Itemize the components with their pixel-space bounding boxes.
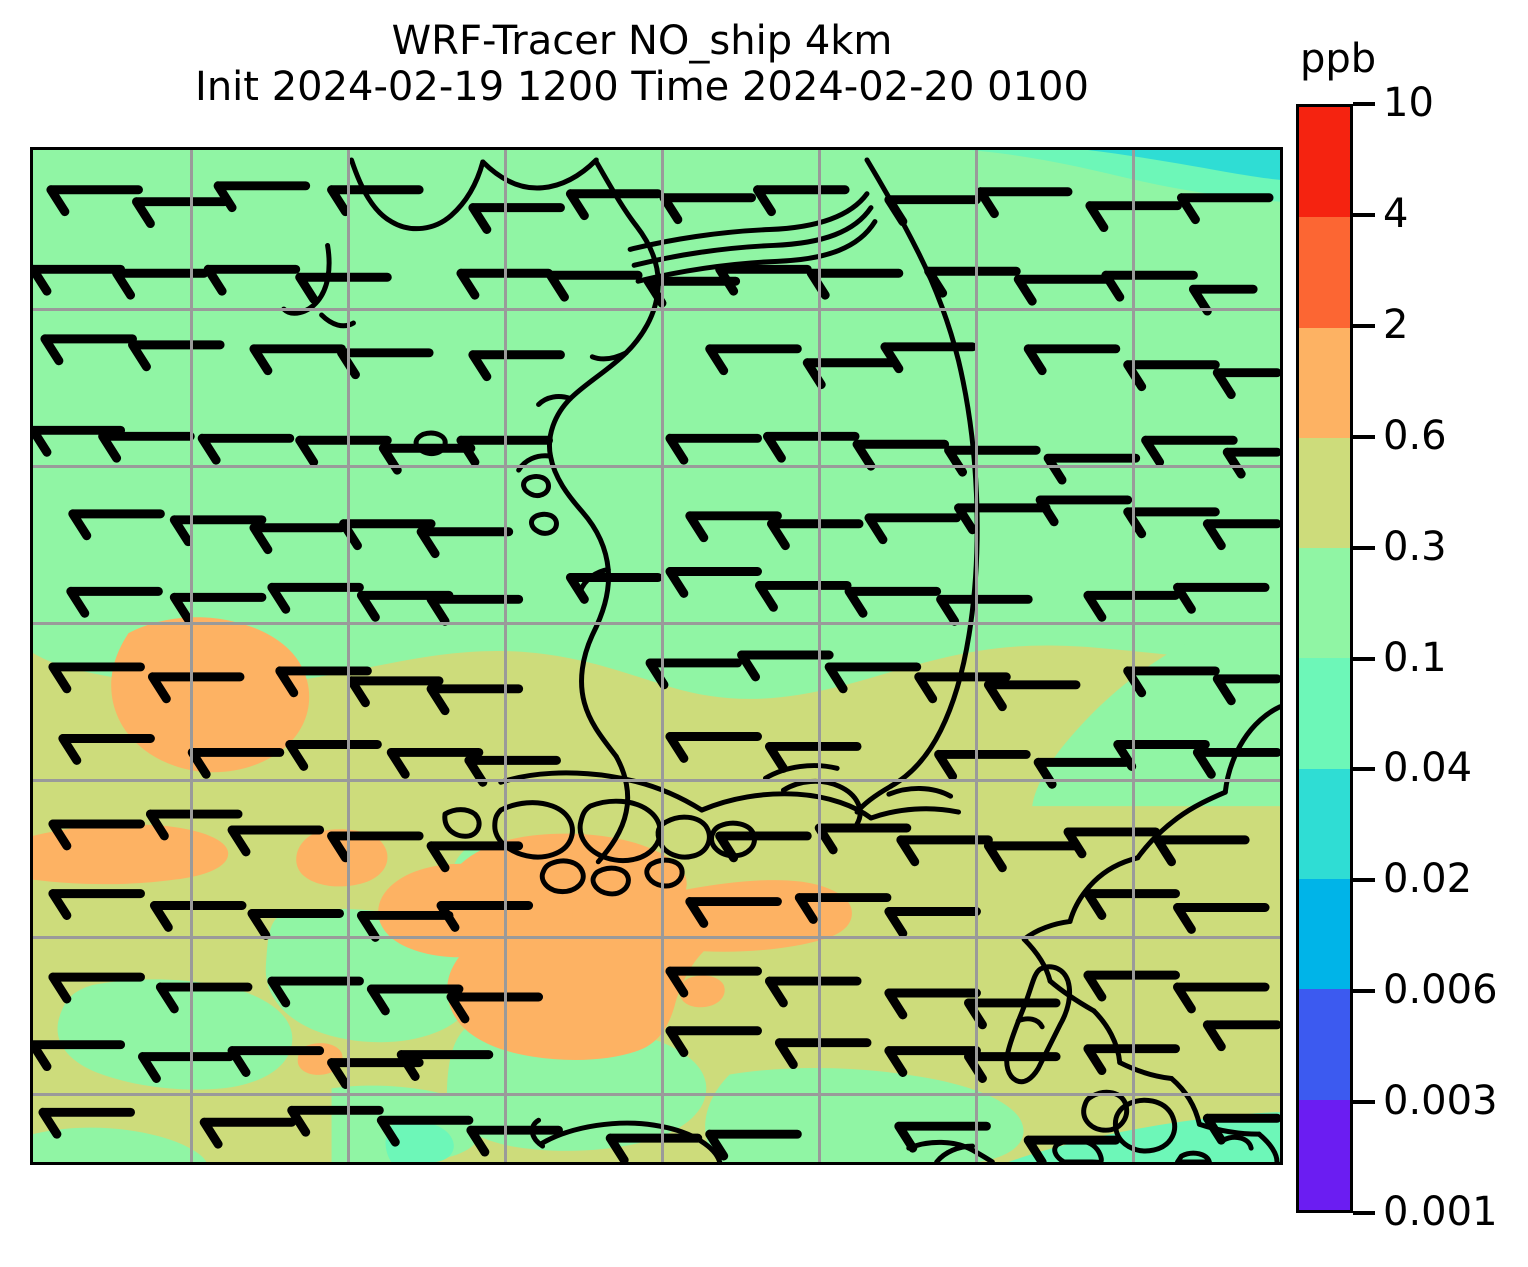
gridline-vertical: [347, 150, 350, 1162]
colorbar-tick-label: 2: [1383, 301, 1409, 348]
colorbar-tick-label: 0.6: [1383, 412, 1447, 459]
colorbar-tick-label: 0.001: [1383, 1189, 1498, 1235]
colorbar-tick-label: 4: [1383, 190, 1409, 237]
tracer-concentration-field: [33, 150, 1280, 1162]
colorbar: [1296, 104, 1353, 1213]
colorbar-tick-mark: [1353, 989, 1375, 994]
wind-barb: [33, 181, 1280, 1162]
colorbar-tick-label: 0.006: [1383, 967, 1498, 1014]
colorbar-tick-mark: [1353, 767, 1375, 772]
colorbar-tick-label: 0.003: [1383, 1078, 1498, 1125]
title-line-1: WRF-Tracer NO_ship 4km: [391, 18, 893, 64]
colorbar-tick-mark: [1353, 656, 1375, 661]
colorbar-tick-label: 10: [1383, 80, 1434, 126]
plume-west-edge-band: [33, 824, 229, 885]
band-0.1-0.3-sw-patch-d: [447, 1020, 707, 1151]
gridline-horizontal: [33, 1093, 1280, 1096]
colorbar-tick-mark: [1353, 102, 1375, 106]
colorbar-segment-3: [1299, 437, 1350, 549]
band-0.02-0.04-ne: [1087, 150, 1280, 180]
colorbar-tick-mark: [1353, 434, 1375, 439]
colorbar-segment-1: [1299, 217, 1350, 328]
plume-small-east: [572, 896, 630, 934]
wind-barb-field: [33, 181, 1280, 1162]
colorbar-tick-label: 0.3: [1383, 523, 1447, 570]
gridline-vertical: [975, 150, 978, 1162]
colorbar-unit-label: ppb: [1300, 36, 1377, 82]
colorbar-segment-9: [1299, 1099, 1350, 1210]
gridline-horizontal: [33, 308, 1280, 311]
colorbar-segment-8: [1299, 989, 1350, 1100]
colorbar-tick-mark: [1353, 545, 1375, 550]
band-0.04-0.1-s-blip: [385, 1121, 454, 1162]
gridline-vertical: [190, 150, 193, 1162]
colorbar-tick-label: 0.04: [1383, 745, 1473, 792]
colorbar-tick-mark: [1353, 323, 1375, 328]
gridline-vertical: [818, 150, 821, 1162]
map-plot-area: [30, 147, 1283, 1165]
colorbar-tick-mark: [1353, 1211, 1375, 1215]
band-0.1-0.3-sw-patch-c: [57, 979, 293, 1090]
colorbar-tick-label: 0.1: [1383, 634, 1447, 681]
plume-small-mid: [679, 975, 725, 1008]
band-0.1-0.3: [33, 150, 1280, 699]
band-0.1-0.3-w-patch: [33, 1127, 207, 1162]
colorbar-segment-2: [1299, 327, 1350, 438]
gridline-horizontal: [33, 465, 1280, 468]
colorbar-segment-7: [1299, 879, 1350, 990]
colorbar-tick-mark: [1353, 878, 1375, 883]
colorbar-segment-0: [1299, 107, 1350, 218]
colorbar-segment-6: [1299, 768, 1350, 880]
colorbar-tick-label: 0.02: [1383, 856, 1473, 903]
colorbar-segment-5: [1299, 658, 1350, 769]
colorbar-tick-axis: 10 4 2 0.6 0.3 0.1 0.04 0.02 0.006 0.003 0.001: [1353, 80, 1528, 1235]
colorbar-segment-4: [1299, 548, 1350, 659]
gridline-horizontal: [33, 622, 1280, 625]
gridline-vertical: [661, 150, 664, 1162]
gridline-vertical: [1132, 150, 1135, 1162]
colorbar-tick-mark: [1353, 1100, 1375, 1105]
colorbar-tick-mark: [1353, 212, 1375, 217]
plume-west-yellow-sea: [111, 617, 310, 773]
chart-title: WRF-Tracer NO_ship 4km Init 2024-02-19 1…: [0, 18, 1284, 111]
gridline-horizontal: [33, 936, 1280, 939]
gridline-vertical: [504, 150, 507, 1162]
plume-central-archipelago: [378, 833, 852, 1060]
title-line-2: Init 2024-02-19 1200 Time 2024-02-20 010…: [195, 64, 1089, 111]
gridline-horizontal: [33, 779, 1280, 782]
